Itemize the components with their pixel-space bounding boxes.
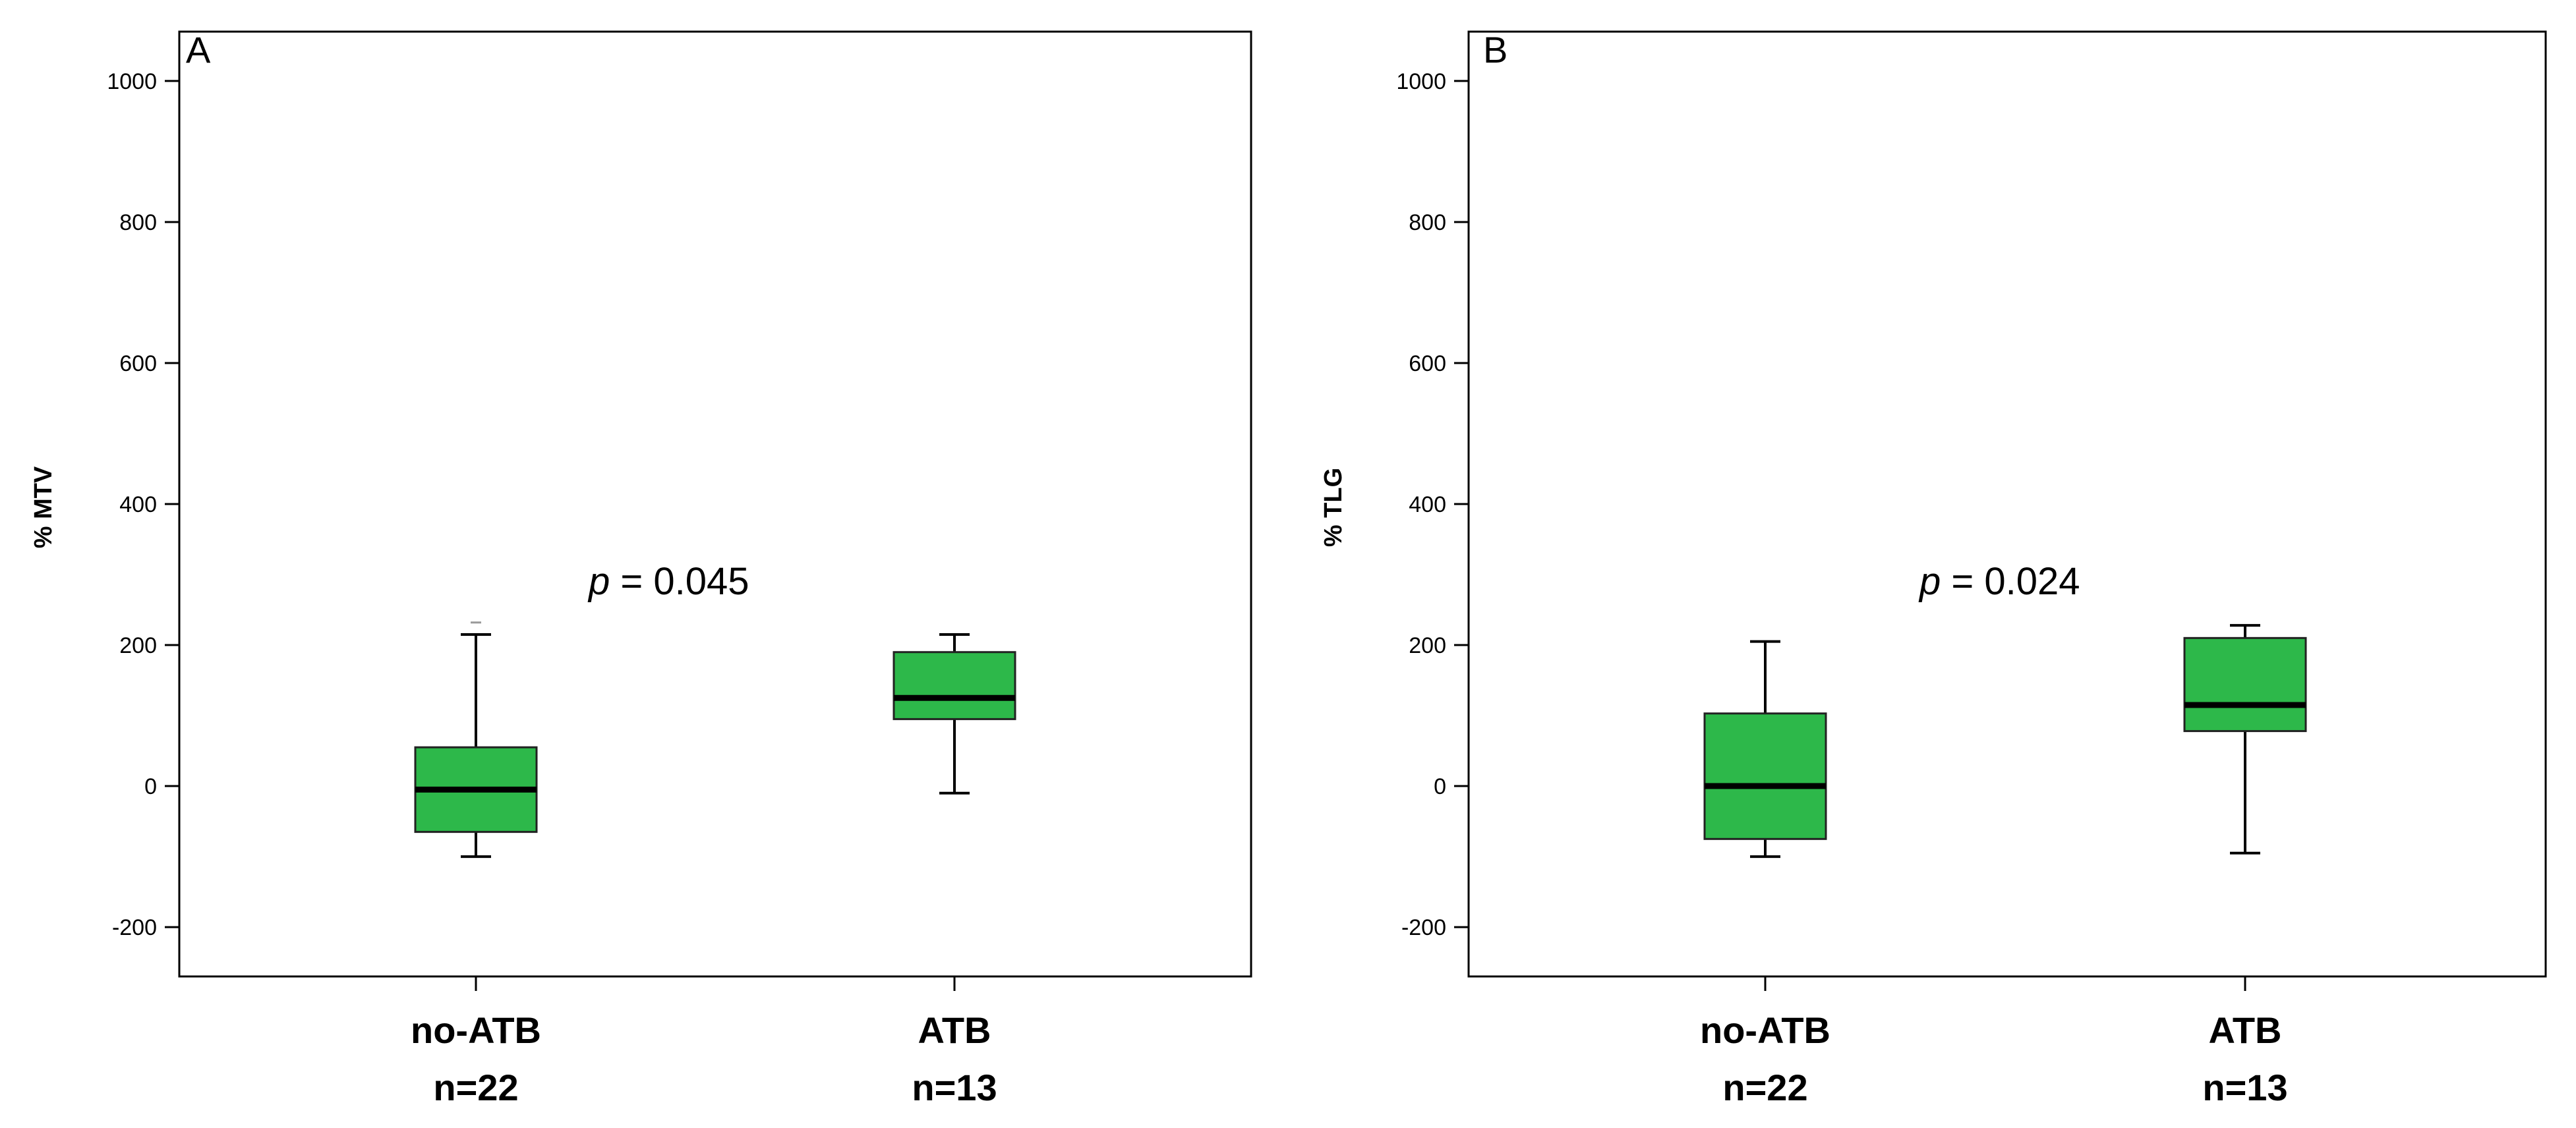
x-category-n: n=22 [1722, 1067, 1807, 1108]
x-category-label: no-ATB [1700, 1009, 1830, 1051]
x-category-label: no-ATB [411, 1009, 541, 1051]
iqr-box [893, 651, 1016, 720]
x-category-label: ATB [2209, 1009, 2282, 1051]
y-tick-label: 400 [119, 492, 157, 517]
x-category-label: ATB [918, 1009, 991, 1051]
panel-B: B -200 0 200 400 600 800 1000 % TLG p = 0.024 no-A… [1320, 29, 2547, 1108]
y-tick-label: 1000 [107, 69, 157, 94]
y-tick-label: -200 [112, 915, 157, 940]
iqr-box [2183, 636, 2307, 733]
box-no-ATB: no-ATB n=22 [411, 621, 541, 1108]
plot-frame [178, 30, 1252, 978]
x-category-n: n=13 [2202, 1067, 2287, 1108]
y-axis-title: % TLG [1320, 468, 1347, 547]
y-tick-label: 0 [1434, 774, 1446, 799]
x-category-n: n=13 [912, 1067, 997, 1108]
y-tick-label: 800 [1409, 210, 1446, 235]
y-tick-label: -200 [1401, 915, 1446, 940]
box-ATB: ATB n=13 [2183, 624, 2307, 1108]
y-tick-label: 0 [144, 774, 157, 799]
y-axis-title: % MTV [30, 466, 57, 548]
y-tick-label: 600 [119, 351, 157, 376]
box-no-ATB: no-ATB n=22 [1700, 640, 1830, 1108]
y-tick-label: 400 [1409, 492, 1446, 517]
y-tick-label: 200 [119, 633, 157, 658]
p-value-annotation: p = 0.024 [1918, 560, 2080, 603]
x-category-n: n=22 [433, 1067, 518, 1108]
y-tick-label: 200 [1409, 633, 1446, 658]
p-value-annotation: p = 0.045 [587, 560, 749, 603]
iqr-box [1703, 712, 1827, 840]
y-tick-label: 600 [1409, 351, 1446, 376]
panel-A: A -200 0 200 400 600 800 1000 % MTV p = 0.045 no-A… [30, 29, 1252, 1108]
y-tick-label: 1000 [1396, 69, 1446, 94]
panel-label: B [1483, 29, 1508, 70]
y-tick-label: 800 [119, 210, 157, 235]
box-ATB: ATB n=13 [893, 633, 1016, 1108]
plot-frame [1467, 30, 2547, 978]
panel-label: A [186, 29, 211, 70]
